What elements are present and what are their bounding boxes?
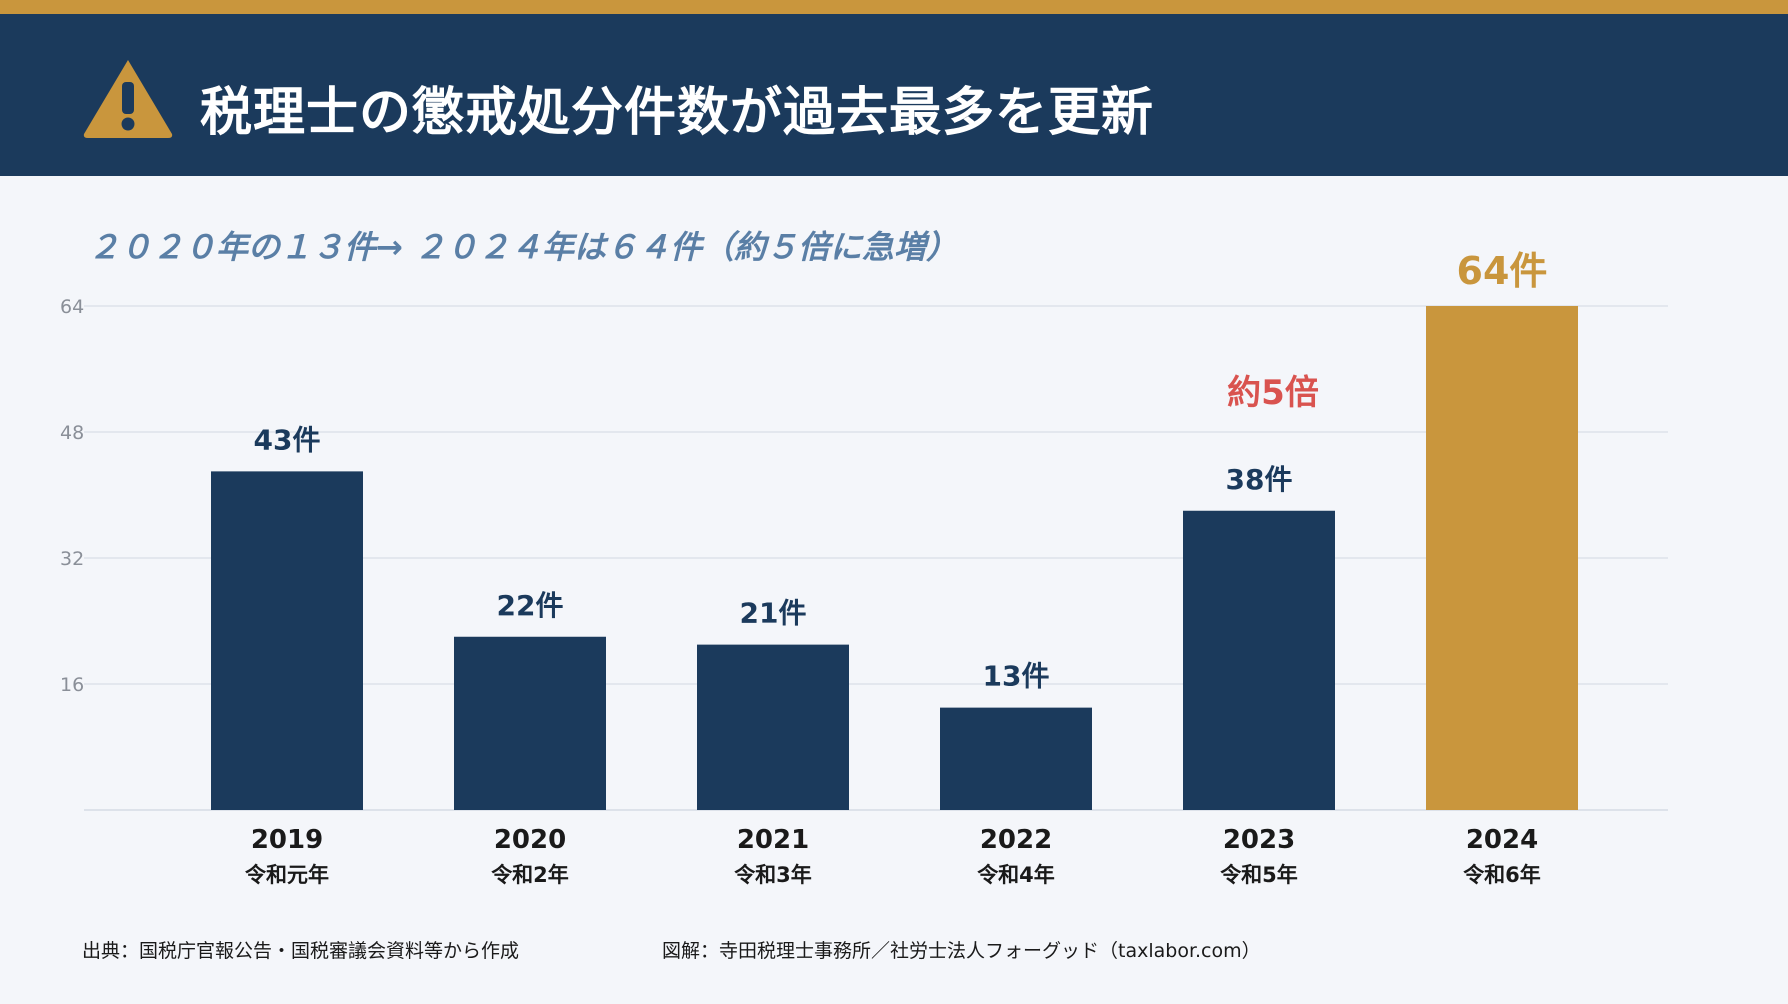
y-tick-label: 16 [60,674,84,696]
x-sublabel-2024: 令和6年 [1463,863,1541,887]
y-axis: 16 32 48 64 [60,296,84,696]
x-tick-label-2022: 2022 [980,825,1052,855]
y-tick-label: 32 [60,548,84,570]
x-axis: 2019 令和元年 2020 令和2年 2021 令和3年 2022 令和4年 2023 令和5年… [245,825,1541,887]
x-tick-label-2023: 2023 [1223,825,1295,855]
data-label-2021: 21件 [740,597,807,630]
bar-2021 [697,644,849,810]
data-label-2020: 22件 [497,589,564,622]
x-sublabel-2021: 令和3年 [734,863,812,887]
x-tick-label-2020: 2020 [494,825,566,855]
x-sublabel-2019: 令和元年 [245,863,329,887]
chart-subtitle: ２０２０年の１３件→ ２０２４年は６４件（約５倍に急増） [88,228,958,266]
x-sublabel-2020: 令和2年 [491,863,569,887]
growth-annotation: 約5倍 [1227,373,1319,413]
top-accent-stripe [0,0,1788,14]
x-sublabel-2023: 令和5年 [1220,863,1298,887]
bar-2019 [211,471,363,810]
bar-2024 [1426,306,1578,810]
bar-2020 [454,636,606,810]
header-banner: 税理士の懲戒処分件数が過去最多を更新 [0,14,1788,176]
data-label-2024: 64件 [1457,249,1548,293]
data-label-2019: 43件 [254,423,321,456]
x-tick-label-2019: 2019 [251,825,323,855]
page-title: 税理士の懲戒処分件数が過去最多を更新 [200,83,1155,143]
data-label-2023: 38件 [1226,463,1293,496]
y-tick-label: 48 [60,422,84,444]
credit-note: 図解：寺田税理士事務所／社労士法人フォーグッド（taxlabor.com） [662,940,1261,962]
bars [211,306,1578,810]
x-tick-label-2021: 2021 [737,825,809,855]
source-note: 出典：国税庁官報公告・国税審議会資料等から作成 [82,940,520,962]
data-label-2022: 13件 [983,660,1050,693]
bar-2022 [940,707,1092,810]
x-sublabel-2022: 令和4年 [977,863,1055,887]
warning-triangle-icon [83,60,173,138]
y-tick-label: 64 [60,296,84,318]
bar-2023 [1183,510,1335,810]
x-tick-label-2024: 2024 [1466,825,1538,855]
